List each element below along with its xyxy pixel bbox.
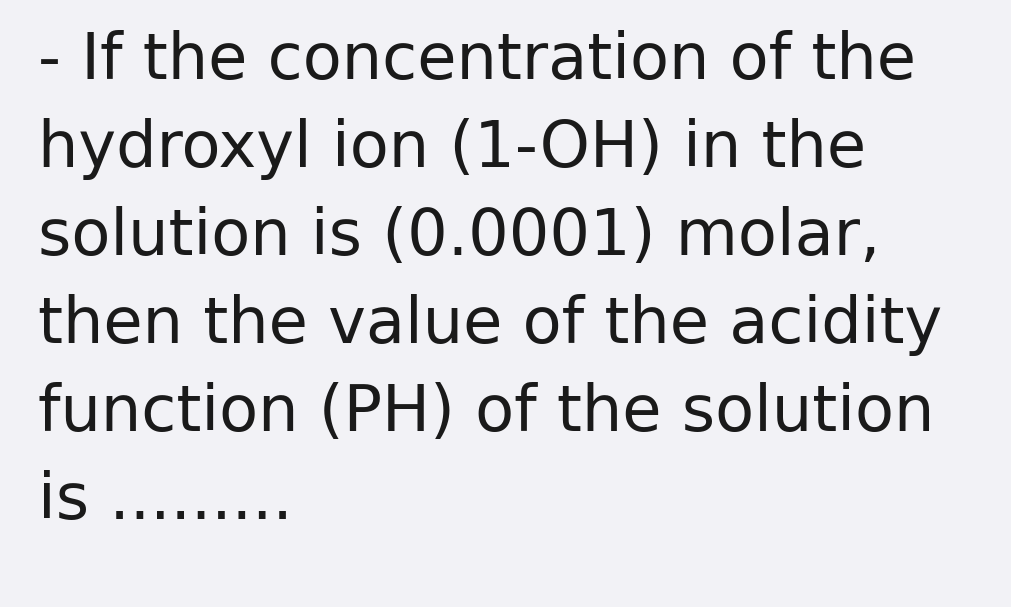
- Text: function (PH) of the solution: function (PH) of the solution: [38, 382, 935, 444]
- Text: hydroxyl ion (1-OH) in the: hydroxyl ion (1-OH) in the: [38, 118, 866, 180]
- Text: is .........: is .........: [38, 470, 293, 532]
- Text: then the value of the acidity: then the value of the acidity: [38, 294, 942, 356]
- Text: - If the concentration of the: - If the concentration of the: [38, 30, 916, 92]
- Text: solution is (0.0001) molar,: solution is (0.0001) molar,: [38, 206, 881, 268]
